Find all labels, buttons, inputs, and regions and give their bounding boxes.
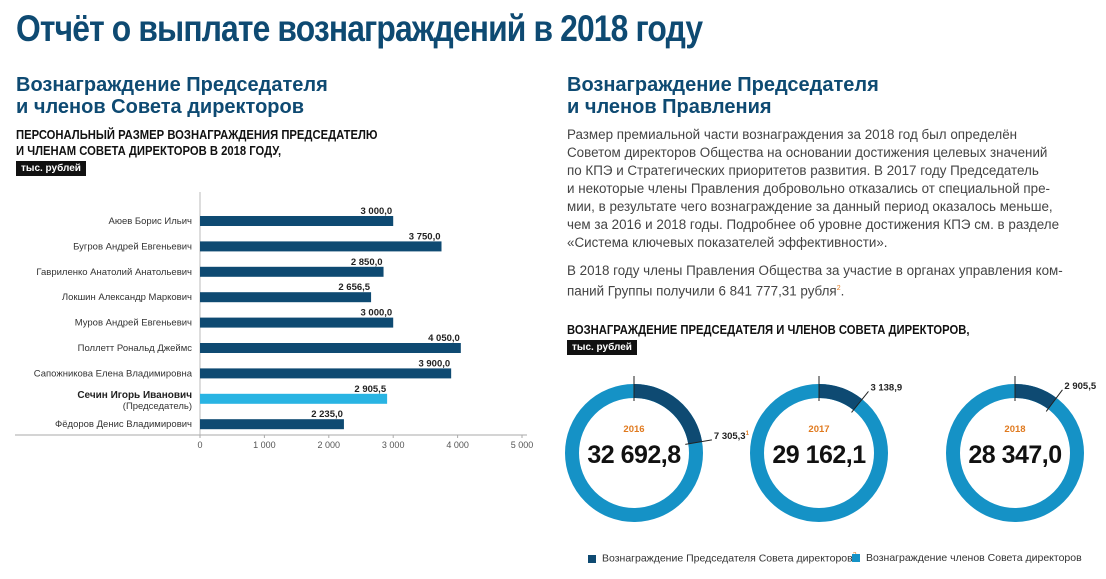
bar-chart-unit-badge: тыс. рублей — [16, 161, 86, 176]
bar-category-label: Поллетт Рональд Джеймс — [78, 343, 193, 354]
board-section-title-line2: и членов Совета директоров — [16, 96, 305, 118]
donut-chair-label: 3 138,9 — [870, 382, 902, 393]
bar — [200, 419, 344, 430]
donut-leader-line — [1045, 389, 1063, 412]
donut-total-value: 32 692,8 — [587, 441, 681, 469]
donut-chair-label: 7 305,31 — [714, 431, 750, 442]
bar-value-label: 3 000,0 — [360, 206, 392, 217]
paragraph-line: и некоторые члены Правления добровольно … — [567, 181, 1051, 196]
bar — [200, 393, 388, 404]
bar-chart-title-line2: И ЧЛЕНАМ СОВЕТА ДИРЕКТОРОВ В 2018 ГОДУ, — [16, 144, 282, 158]
donut-chair-label: 2 905,5 — [1064, 381, 1096, 392]
paragraph-line: Советом директоров Общества на основании… — [567, 145, 1048, 160]
legend-label-chair: Вознаграждение Председателя Совета дирек… — [602, 552, 853, 565]
bar — [200, 241, 442, 252]
x-tick-label: 5 000 — [511, 440, 534, 450]
donut-year-label: 2017 — [808, 424, 829, 435]
paragraph-line: мии, в результате чего вознаграждение за… — [567, 199, 1053, 214]
paragraph-line: чем за 2016 и 2018 годы. Подробнее об ур… — [567, 217, 1060, 232]
bar-category-label: Сапожникова Елена Владимировна — [34, 368, 193, 379]
bar-chart: 0 1 000 2 000 3 000 4 000 5 000 3 000,0 Аюев Бо… — [15, 192, 534, 450]
bar — [200, 343, 461, 353]
bar-category-label: Гавриленко Анатолий Анатольевич — [36, 267, 192, 278]
bar-value-label: 4 050,0 — [428, 333, 460, 344]
bar-value-label: 3 000,0 — [360, 308, 392, 319]
paragraph-line: «Система ключевых показателей эффективно… — [567, 235, 888, 250]
management-paragraph-1: Размер премиальной части вознаграждения … — [567, 126, 1087, 252]
x-tick-label: 3 000 — [382, 440, 405, 450]
bar-chart-title: ПЕРСОНАЛЬНЫЙ РАЗМЕР ВОЗНАГРАЖДЕНИЯ ПРЕДС… — [16, 127, 378, 159]
bar-category-label: Сечин Игорь Иванович — [77, 390, 192, 401]
donut-leader-line — [685, 439, 712, 445]
donut-leader-line — [851, 391, 869, 413]
legend-item-chair: Вознаграждение Председателя Совета дирек… — [588, 552, 857, 565]
bar-value-label: 3 750,0 — [409, 231, 441, 242]
donut-total-value: 29 162,1 — [772, 441, 866, 469]
bar-value-label: 2 850,0 — [351, 257, 383, 268]
x-tick-label: 4 000 — [446, 440, 469, 450]
bar — [200, 368, 452, 379]
donut-year-label: 2018 — [1004, 424, 1025, 435]
paragraph-text: паний Группы получили 6 841 777,31 рубля — [567, 283, 837, 299]
donut-segment-chair — [1014, 384, 1057, 410]
donut-segment-chair — [633, 384, 703, 445]
legend-item-members: Вознаграждение членов Совета директоров — [852, 552, 1082, 564]
donut-chart-title: ВОЗНАГРАЖДЕНИЕ ПРЕДСЕДАТЕЛЯ И ЧЛЕНОВ СОВ… — [567, 323, 970, 337]
board-section-title: Вознаграждение Председателя и членов Сов… — [16, 74, 328, 118]
bar-category-label: Муров Андрей Евгеньевич — [75, 318, 192, 329]
donut-chart-unit-badge: тыс. рублей — [567, 340, 637, 355]
donut-footnote-mark: 1 — [746, 431, 750, 437]
footnote-mark: 2 — [836, 285, 841, 292]
paragraph-end: . — [840, 283, 845, 299]
management-section-title-line1: Вознаграждение Председателя — [567, 74, 879, 96]
paragraph-line: по КПЭ и Стратегических приоритетов разв… — [567, 163, 1039, 178]
donut-year-label: 2016 — [623, 424, 644, 435]
bar — [200, 266, 384, 277]
management-paragraph-2: В 2018 году члены Правления Общества за … — [567, 262, 1087, 300]
bar-category-label: Аюев Борис Ильич — [108, 216, 192, 227]
paragraph-line: Размер премиальной части вознаграждения … — [567, 127, 1018, 142]
donut-chart: 7 305,31 2016 32 692,8 3 138,9 2017 29 162,1 2… — [565, 376, 1097, 522]
bar-category-label: Фёдоров Денис Владимирович — [55, 419, 192, 430]
legend-label-members: Вознаграждение членов Совета директоров — [866, 552, 1082, 564]
x-tick-label: 1 000 — [253, 440, 276, 450]
bar — [200, 317, 394, 328]
legend-swatch-members — [852, 554, 860, 563]
bar-category-label: Бугров Андрей Евгеньевич — [73, 241, 192, 252]
management-section-title: Вознаграждение Председателя и членов Пра… — [567, 74, 879, 118]
management-section-title-line2: и членов Правления — [567, 96, 772, 118]
paragraph-line: В 2018 году члены Правления Общества за … — [567, 263, 1063, 278]
legend-swatch-chair — [588, 554, 596, 563]
donut-total-value: 28 347,0 — [968, 441, 1061, 469]
x-tick-label: 0 — [197, 440, 202, 450]
bar — [200, 216, 394, 226]
bar — [200, 292, 372, 303]
board-section-title-line1: Вознаграждение Председателя — [16, 74, 328, 96]
bar-chart-title-line1: ПЕРСОНАЛЬНЫЙ РАЗМЕР ВОЗНАГРАЖДЕНИЯ ПРЕДС… — [16, 128, 378, 142]
bar-value-label: 2 235,0 — [311, 409, 343, 420]
bar-category-sublabel: (Председатель) — [123, 401, 192, 412]
bar-value-label: 3 900,0 — [418, 358, 450, 369]
donut-segment-chair — [818, 384, 863, 411]
paragraph-line: паний Группы получили 6 841 777,31 рубля… — [567, 280, 1087, 300]
page-title: Отчёт о выплате вознаграждений в 2018 го… — [16, 8, 703, 49]
bar-value-label: 2 905,5 — [354, 384, 386, 395]
bar-value-label: 2 656,5 — [338, 282, 370, 293]
x-tick-label: 2 000 — [318, 440, 341, 450]
bar-category-label: Локшин Александр Маркович — [62, 292, 192, 303]
